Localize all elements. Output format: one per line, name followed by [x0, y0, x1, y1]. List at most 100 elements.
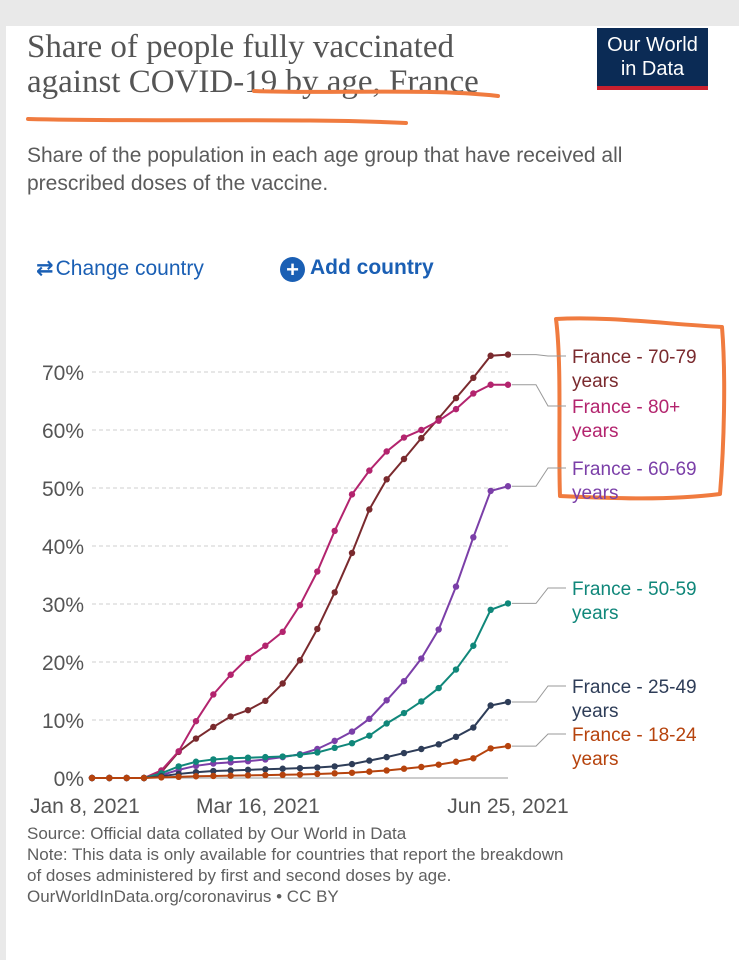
data-point: [158, 774, 165, 781]
label-connector: [512, 384, 566, 407]
data-point: [400, 765, 408, 772]
data-point: [366, 506, 373, 513]
data-point: [210, 723, 217, 731]
series-label-years: years: [572, 749, 618, 770]
data-point: [383, 697, 390, 704]
data-point: [210, 756, 217, 763]
data-point: [348, 769, 356, 776]
data-point: [504, 698, 512, 706]
data-point: [227, 755, 234, 762]
data-point: [262, 753, 269, 761]
data-point: [244, 754, 252, 761]
y-tick-label: 20%: [42, 652, 84, 675]
data-point: [435, 761, 442, 768]
data-point: [487, 606, 494, 613]
data-point: [331, 763, 338, 770]
note-line-2: of doses administered by first and secon…: [27, 866, 452, 885]
add-country-button[interactable]: + Add country: [280, 256, 434, 282]
data-point: [262, 642, 269, 649]
data-point: [487, 702, 494, 709]
data-point: [314, 764, 321, 771]
data-point: [314, 568, 321, 575]
highlight-box: [554, 316, 727, 501]
chart-footer: Source: Official data collated by Our Wo…: [27, 823, 717, 907]
data-point: [383, 448, 390, 455]
y-tick-label: 10%: [42, 710, 84, 733]
data-point: [348, 740, 356, 747]
y-tick-label: 60%: [42, 420, 84, 443]
source-text: Source: Official data collated by Our Wo…: [27, 824, 407, 843]
data-point: [348, 549, 356, 557]
data-point: [210, 691, 217, 698]
add-country-label: Add country: [310, 256, 434, 279]
series-label-years: years: [572, 371, 618, 392]
data-point: [244, 766, 252, 774]
data-point: [314, 625, 321, 633]
label-connector: [512, 685, 566, 703]
title-underline-1: [252, 89, 500, 98]
data-point: [348, 491, 356, 498]
data-point: [244, 654, 252, 662]
data-point: [400, 749, 408, 757]
data-point: [504, 742, 512, 750]
chart-card: [6, 26, 739, 960]
data-point: [452, 758, 460, 765]
series-line: [92, 383, 508, 779]
note-line-1: Note: This data is only available for co…: [27, 845, 564, 864]
data-point: [227, 671, 234, 678]
y-tick-label: 50%: [42, 478, 84, 501]
data-point: [470, 642, 477, 649]
y-tick-label: 30%: [42, 594, 84, 617]
source-url[interactable]: OurWorldInData.org/coronavirus • CC BY: [27, 887, 339, 906]
data-point: [470, 755, 477, 762]
data-point: [504, 351, 512, 358]
data-point: [262, 771, 269, 779]
data-point: [279, 765, 286, 772]
data-point: [314, 749, 321, 756]
data-point: [227, 767, 234, 774]
line-chart: 0% 10% 20% 30% 40% 50% 60% 70% Jan 8, 2021 Mar 16…: [26, 89, 727, 818]
data-point: [452, 666, 460, 673]
chart-subtitle: Share of the population in each age grou…: [27, 144, 623, 195]
x-tick-label: Mar 16, 2021: [196, 795, 320, 818]
data-point: [504, 600, 512, 607]
series-label: France - 80+: [572, 397, 680, 418]
title-underline-2: [26, 117, 408, 125]
data-point: [175, 773, 182, 781]
y-tick-label: 40%: [42, 536, 84, 559]
data-point: [487, 745, 494, 752]
data-point: [487, 381, 494, 388]
data-point: [366, 467, 373, 474]
data-point: [88, 774, 96, 782]
data-point: [452, 733, 460, 741]
data-point: [192, 773, 200, 780]
series-label-years: years: [572, 483, 618, 504]
owid-logo[interactable]: Our World in Data: [597, 28, 708, 90]
logo-line-2: in Data: [620, 58, 685, 80]
data-point: [331, 737, 338, 745]
data-point: [470, 534, 477, 541]
label-connector: [512, 587, 566, 604]
swap-arrows-icon: ⇄: [36, 257, 54, 280]
change-country-button[interactable]: ⇄Change country: [36, 256, 204, 281]
x-tick-label: Jan 8, 2021: [30, 795, 140, 818]
data-point: [435, 684, 442, 692]
data-point: [435, 741, 442, 748]
data-point: [452, 405, 460, 413]
data-point: [331, 770, 338, 777]
data-point: [487, 352, 494, 359]
data-point: [296, 764, 304, 772]
data-point: [504, 381, 512, 388]
data-point: [210, 772, 217, 780]
x-tick-label: Jun 25, 2021: [447, 795, 568, 818]
data-point: [106, 774, 113, 782]
series-label-years: years: [572, 421, 618, 442]
data-point: [192, 758, 200, 765]
data-point: [140, 774, 148, 782]
data-point: [418, 763, 425, 771]
data-point: [383, 720, 390, 727]
data-point: [400, 709, 408, 717]
data-point: [470, 390, 477, 397]
data-point: [418, 655, 425, 662]
data-point: [296, 657, 304, 664]
